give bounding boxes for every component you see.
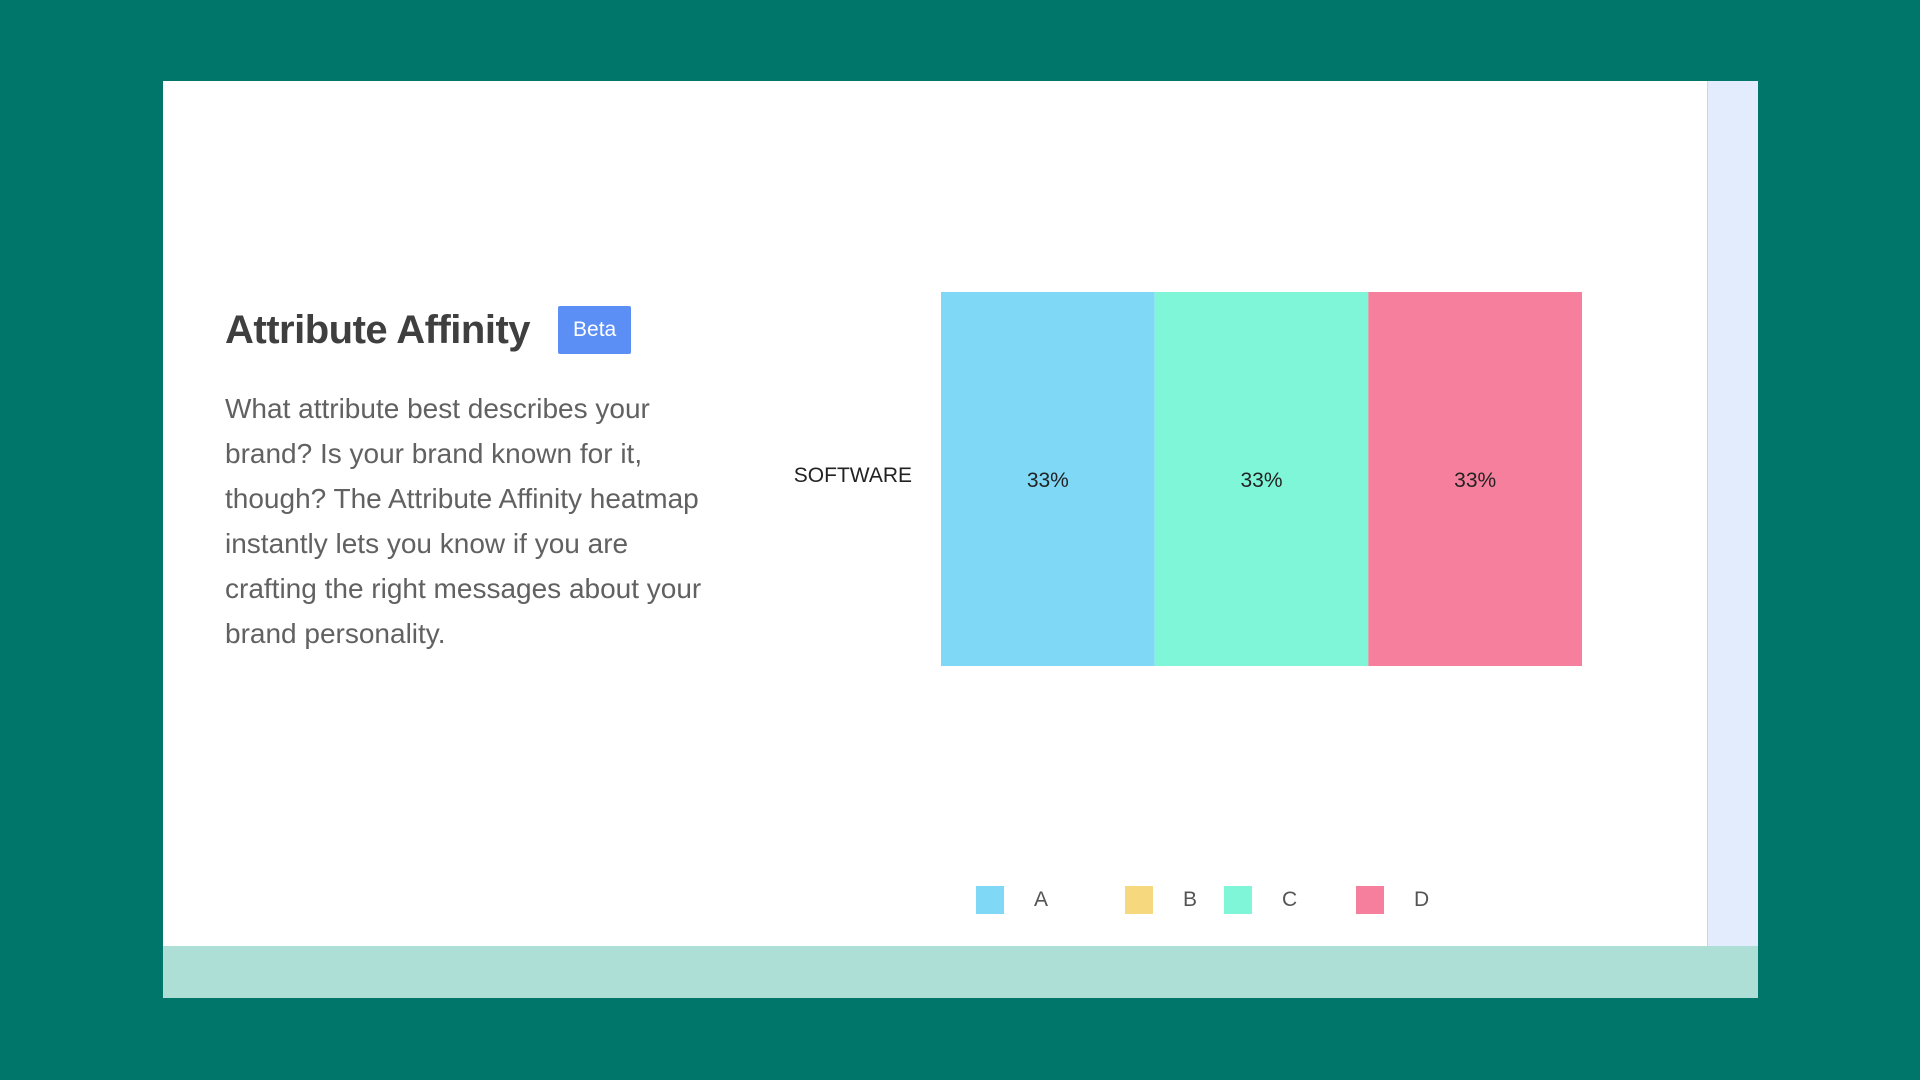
data-label-a: 33% (1027, 469, 1069, 492)
legend-swatch-d (1356, 886, 1384, 914)
category-label: SOFTWARE (794, 464, 912, 487)
description-text: What attribute best describes your brand… (225, 393, 702, 649)
legend-swatch-c (1224, 886, 1252, 914)
attribute-affinity-chart: 33% 33% 33% SOFTWARE A B C D (794, 292, 1582, 914)
legend-label-d: D (1414, 888, 1429, 911)
side-panel-strip (1707, 81, 1758, 946)
legend-swatch-b (1125, 886, 1153, 914)
data-label-c: 33% (1240, 469, 1282, 492)
page-title: Attribute Affinity (225, 307, 531, 352)
heading: Attribute Affinity Beta (225, 306, 632, 354)
footer-strip (163, 946, 1758, 998)
bar-segment-a (941, 292, 1155, 666)
legend-label-b: B (1183, 888, 1197, 911)
legend-label-a: A (1034, 888, 1048, 911)
beta-badge: Beta (558, 306, 632, 354)
bar-segment-c (1154, 292, 1369, 666)
legend-label-c: C (1282, 888, 1297, 911)
content-panel: Attribute Affinity Beta What attribute b… (163, 81, 1758, 998)
data-label-d: 33% (1454, 469, 1496, 492)
bar-segment-d (1368, 292, 1582, 666)
legend-swatch-a (976, 886, 1004, 914)
